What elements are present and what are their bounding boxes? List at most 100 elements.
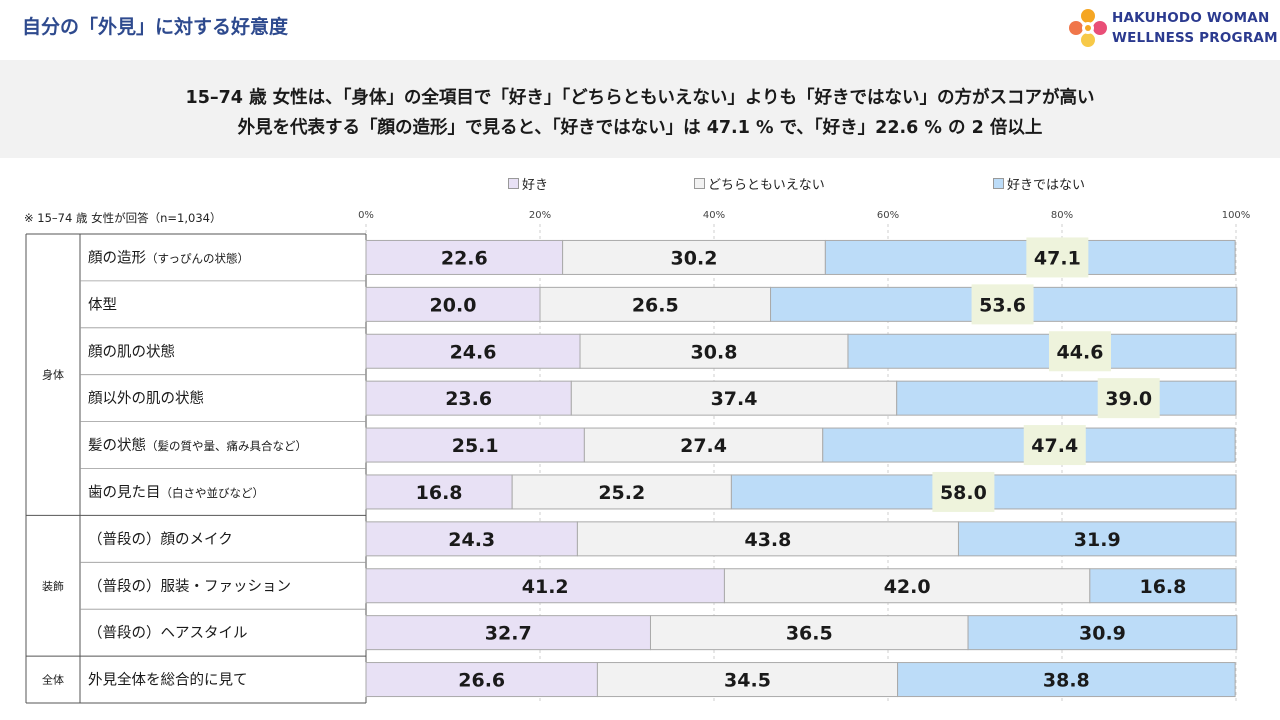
legend-swatch-dislike bbox=[993, 178, 1004, 189]
value-label: 39.0 bbox=[1105, 388, 1152, 410]
x-tick-label: 60% bbox=[877, 210, 899, 221]
page-title: 自分の「外見」に対する好意度 bbox=[22, 16, 289, 38]
row-label: （普段の）ヘアスタイル bbox=[88, 625, 248, 642]
logo-text-line2: WELLNESS PROGRAM bbox=[1112, 30, 1278, 46]
row-label: 顔以外の肌の状態 bbox=[88, 390, 204, 407]
group-label: 身体 bbox=[42, 368, 64, 382]
value-highlight bbox=[1023, 425, 1086, 466]
x-tick-label: 0% bbox=[358, 210, 374, 221]
value-label: 37.4 bbox=[711, 388, 758, 410]
bar-segment bbox=[847, 333, 1237, 369]
row-label-main: （普段の）ヘアスタイル bbox=[88, 625, 248, 642]
group-label: 装飾 bbox=[42, 580, 64, 593]
value-label: 34.5 bbox=[724, 670, 771, 692]
bar-segment bbox=[583, 427, 824, 463]
bar-segment bbox=[511, 474, 732, 510]
sample-note: ※ 15–74 歳 女性が回答（n=1,034） bbox=[24, 211, 222, 225]
value-label: 41.2 bbox=[522, 576, 569, 598]
value-label: 43.8 bbox=[744, 529, 791, 551]
bar-segment bbox=[896, 380, 1237, 416]
x-tick-label: 80% bbox=[1051, 210, 1073, 221]
bar-segment bbox=[579, 333, 849, 369]
bar-segment bbox=[365, 333, 581, 369]
bar-segment bbox=[365, 380, 572, 416]
flower-logo-icon bbox=[1069, 9, 1107, 47]
legend-label-dislike: 好きではない bbox=[1007, 178, 1086, 193]
value-label: 24.6 bbox=[450, 341, 497, 363]
row-label-main: 顔の肌の状態 bbox=[88, 343, 175, 360]
bar-segment bbox=[1089, 568, 1237, 604]
row-label-sub: （白さや並びなど） bbox=[161, 486, 265, 500]
legend-item-dislike: 好きではない bbox=[993, 174, 1085, 193]
bar-segment bbox=[365, 615, 651, 651]
row-label: 髪の状態（髪の質や量、痛み具合など） bbox=[88, 437, 307, 454]
value-highlight bbox=[1026, 237, 1089, 278]
value-label: 42.0 bbox=[884, 576, 931, 598]
value-label: 30.2 bbox=[671, 247, 718, 269]
bar-segment bbox=[562, 239, 826, 275]
bar-segment bbox=[365, 662, 598, 698]
bar-segment bbox=[897, 662, 1236, 698]
row-label: （普段の）顔のメイク bbox=[88, 531, 233, 548]
legend-swatch-like bbox=[508, 178, 519, 189]
value-label: 26.5 bbox=[632, 294, 679, 316]
row-label-main: （普段の）服装・ファッション bbox=[88, 578, 291, 595]
bar-segment bbox=[365, 474, 513, 510]
row-label-main: 外見全体を総合的に見て bbox=[88, 671, 248, 689]
headline-box bbox=[0, 60, 1280, 158]
bar-segment bbox=[365, 427, 585, 463]
headline-line2: 外見を代表する「顔の造形」で見ると、「好きではない」は 47.1 % で、「好き… bbox=[237, 118, 1043, 138]
value-label: 36.5 bbox=[786, 623, 833, 645]
value-label: 30.9 bbox=[1079, 623, 1126, 645]
row-label: 体型 bbox=[88, 296, 117, 313]
value-label: 23.6 bbox=[445, 388, 492, 410]
value-label: 26.6 bbox=[458, 670, 505, 692]
x-tick-label: 40% bbox=[703, 210, 725, 221]
bar-segment bbox=[365, 239, 564, 275]
value-label: 16.8 bbox=[416, 482, 463, 504]
row-label-main: 顔の造形 bbox=[88, 249, 146, 266]
bar-segment bbox=[649, 615, 969, 651]
value-highlight bbox=[932, 471, 995, 512]
value-label: 25.2 bbox=[598, 482, 645, 504]
x-tick-label: 100% bbox=[1222, 210, 1251, 221]
bar-segment bbox=[957, 521, 1237, 557]
row-label-sub: （すっぴんの状態） bbox=[146, 251, 249, 265]
value-label: 16.8 bbox=[1139, 576, 1186, 598]
row-label: （普段の）服装・ファッション bbox=[88, 578, 291, 595]
bar-segment bbox=[365, 286, 541, 322]
value-label: 44.6 bbox=[1057, 341, 1104, 363]
hakuhodo-logo: HAKUHODO WOMAN WELLNESS PROGRAM bbox=[1068, 4, 1278, 52]
legend-label-like: 好き bbox=[522, 178, 549, 193]
value-highlight bbox=[1097, 378, 1160, 419]
value-label: 47.4 bbox=[1031, 435, 1078, 457]
value-label: 20.0 bbox=[430, 294, 477, 316]
value-label: 25.1 bbox=[452, 435, 499, 457]
value-label: 47.1 bbox=[1034, 247, 1081, 269]
row-label-main: （普段の）顔のメイク bbox=[88, 531, 233, 548]
legend-swatch-neutral bbox=[694, 178, 705, 189]
bar-segment bbox=[539, 286, 772, 322]
row-label: 顔の肌の状態 bbox=[88, 343, 175, 360]
row-label: 外見全体を総合的に見て bbox=[88, 671, 248, 689]
value-label: 38.8 bbox=[1043, 670, 1090, 692]
bar-segment bbox=[365, 521, 578, 557]
value-label: 30.8 bbox=[691, 341, 738, 363]
legend-item-neutral: どちらともいえない bbox=[694, 174, 825, 193]
value-label: 32.7 bbox=[485, 623, 532, 645]
row-label-sub: （髪の質や量、痛み具合など） bbox=[146, 439, 307, 453]
logo-text-line1: HAKUHODO WOMAN bbox=[1112, 10, 1270, 26]
bar-segment bbox=[967, 615, 1238, 651]
value-label: 22.6 bbox=[441, 247, 488, 269]
x-tick-label: 20% bbox=[529, 210, 551, 221]
value-label: 31.9 bbox=[1074, 529, 1121, 551]
row-label: 歯の見た目（白さや並びなど） bbox=[88, 484, 264, 501]
group-label: 全体 bbox=[42, 673, 64, 687]
value-highlight bbox=[1048, 331, 1111, 372]
legend-label-neutral: どちらともいえない bbox=[708, 178, 825, 193]
bar-segment bbox=[576, 521, 959, 557]
row-label: 顔の造形（すっぴんの状態） bbox=[88, 249, 249, 266]
value-highlight bbox=[971, 284, 1034, 325]
bar-segment bbox=[365, 568, 725, 604]
